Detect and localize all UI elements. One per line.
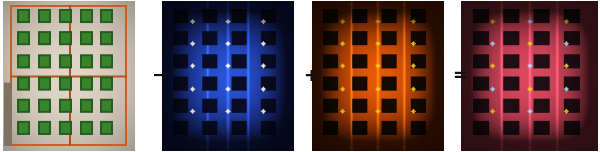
Text: +: + (304, 67, 319, 85)
Text: =: = (452, 67, 467, 85)
Text: →: → (153, 67, 169, 85)
